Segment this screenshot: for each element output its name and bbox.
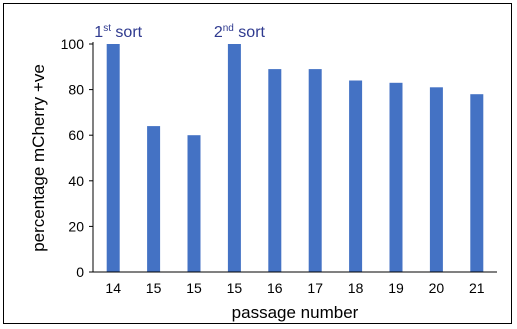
- y-tick-label: 60: [68, 127, 84, 143]
- bar-9: [429, 87, 443, 272]
- bar-3: [187, 135, 201, 272]
- bar-8: [389, 82, 403, 272]
- bar-10: [470, 94, 484, 272]
- y-tick-label: 80: [68, 82, 84, 98]
- bar-7: [349, 80, 363, 272]
- sort-annotation: 2nd sort: [214, 23, 266, 41]
- x-axis-title: passage number: [232, 303, 359, 322]
- sort-annotation: 1st sort: [94, 23, 142, 41]
- y-tick-label: 0: [76, 264, 84, 280]
- y-tick-label: 100: [61, 36, 85, 52]
- y-tick-label: 40: [68, 173, 84, 189]
- x-tick-label: 16: [267, 280, 283, 296]
- bar-4: [227, 44, 241, 272]
- bar-5: [268, 69, 282, 272]
- x-tick-label: 21: [469, 280, 485, 296]
- chart-frame: [3, 3, 512, 324]
- y-tick-label: 20: [68, 218, 84, 234]
- x-tick-label: 18: [348, 280, 364, 296]
- x-tick-label: 15: [146, 280, 162, 296]
- x-tick-label: 17: [307, 280, 323, 296]
- x-tick-label: 15: [186, 280, 202, 296]
- bar-1: [106, 44, 120, 272]
- x-tick-label: 14: [105, 280, 121, 296]
- y-axis-title: percentage mCherry +ve: [29, 64, 48, 252]
- x-tick-label: 20: [429, 280, 445, 296]
- bar-6: [308, 69, 322, 272]
- bar-2: [147, 126, 161, 272]
- x-tick-label: 19: [388, 280, 404, 296]
- x-tick-label: 15: [227, 280, 243, 296]
